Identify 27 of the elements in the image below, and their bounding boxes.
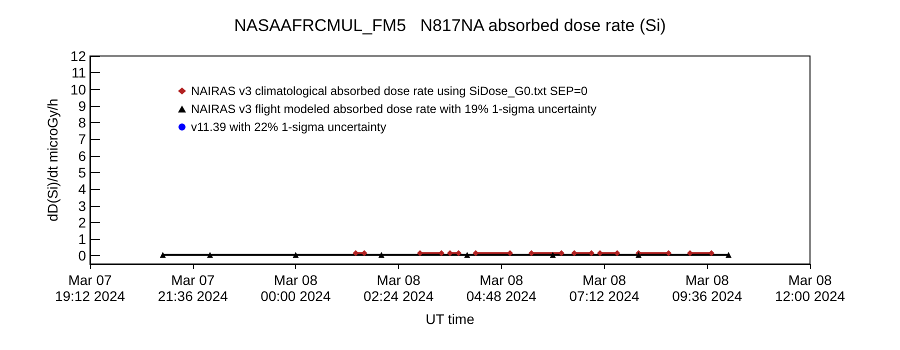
y-tick-label: 5 — [78, 164, 86, 180]
x-tick-label: Mar 08 09:36 2024 — [672, 272, 742, 304]
x-tick-label: Mar 08 00:00 2024 — [260, 272, 331, 304]
legend-label: NAIRAS v3 flight modeled absorbed dose rate with 19% 1-sigma uncertainty — [191, 102, 597, 116]
legend-label: v11.39 with 22% 1-sigma uncertainty — [191, 120, 386, 134]
y-tick-label: 11 — [71, 64, 86, 81]
y-tick-label: 10 — [70, 81, 86, 98]
chart-title: NASAAFRCMUL_FM5 N817NA absorbed dose rate (Si) — [234, 16, 666, 35]
y-tick-label: 3 — [78, 198, 86, 214]
y-tick-label: 8 — [78, 114, 86, 131]
x-tick-label: Mar 07 19:12 2024 — [54, 272, 126, 304]
y-tick-label: 0 — [78, 248, 86, 264]
y-tick-label: 7 — [78, 131, 86, 148]
x-tick-label: Mar 08 02:24 2024 — [364, 272, 434, 304]
y-axis-title: dD(Si)/dt microGy/h — [44, 98, 61, 222]
x-tick-label: Mar 08 04:48 2024 — [466, 272, 537, 304]
y-tick-label: 12 — [70, 48, 86, 64]
y-tick-label: 1 — [78, 231, 86, 248]
x-axis-title: UT time — [426, 311, 475, 327]
legend-label: NAIRAS v3 climatological absorbed dose rate using SiDose_G0.txt SEP=0 — [191, 84, 588, 98]
x-tick-label: Mar 07 21:36 2024 — [158, 272, 228, 304]
y-tick-label: 4 — [78, 181, 86, 198]
x-tick-label: Mar 08 07:12 2024 — [569, 272, 640, 304]
y-tick-label: 6 — [78, 148, 86, 164]
y-tick-label: 2 — [78, 214, 86, 230]
x-tick-label: Mar 08 12:00 2024 — [774, 272, 846, 304]
y-tick-label: 9 — [78, 98, 86, 114]
